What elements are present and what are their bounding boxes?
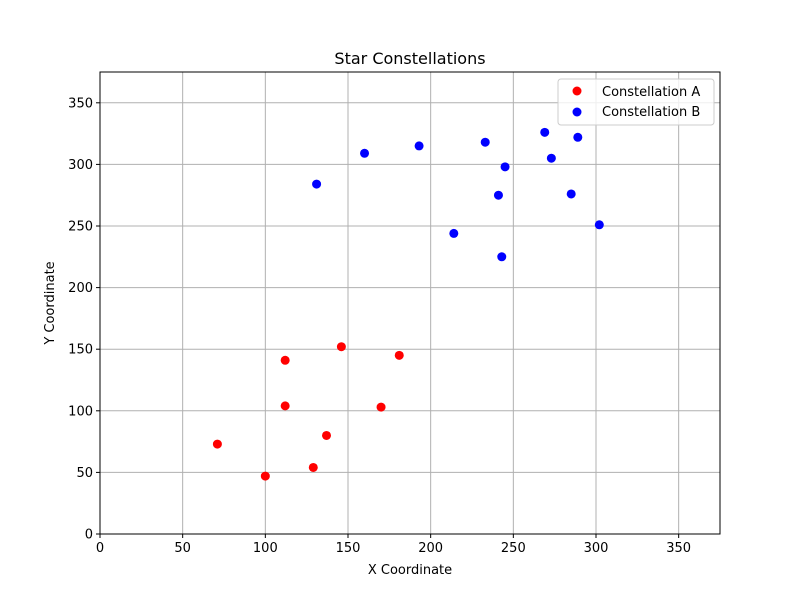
legend-marker-constellation-b [572, 107, 582, 117]
data-point-constellation-b [449, 228, 459, 238]
plot-frame [99, 71, 721, 535]
data-point-constellation-a [376, 402, 386, 412]
data-points [212, 127, 604, 481]
x-axis-label: X Coordinate [368, 563, 452, 578]
x-tick-label: 50 [174, 541, 191, 556]
data-point-constellation-b [566, 189, 576, 199]
data-point-constellation-b [480, 137, 490, 147]
data-point-constellation-a [336, 342, 346, 352]
data-point-constellation-b [414, 141, 424, 151]
data-point-constellation-b [493, 190, 503, 200]
chart-title: Star Constellations [334, 49, 485, 68]
data-point-constellation-b [546, 153, 556, 163]
legend-label-constellation-a: Constellation A [602, 85, 700, 100]
data-point-constellation-a [394, 350, 404, 360]
y-axis-label: Y Coordinate [43, 261, 58, 345]
x-tick-label: 250 [501, 541, 526, 556]
x-tick-label: 0 [96, 541, 104, 556]
x-tick-label: 300 [584, 541, 609, 556]
y-tick-label: 50 [76, 466, 93, 481]
data-point-constellation-b [360, 148, 370, 158]
legend-label-constellation-b: Constellation B [602, 105, 700, 120]
grid-lines [99, 72, 720, 535]
x-tick-label: 100 [253, 541, 278, 556]
y-tick-label: 150 [68, 343, 93, 358]
data-point-constellation-b [497, 252, 507, 262]
legend: Constellation A Constellation B [557, 78, 715, 126]
data-point-constellation-a [308, 462, 318, 472]
y-tick-label: 100 [68, 404, 93, 419]
data-point-constellation-b [500, 162, 510, 172]
y-tick-label: 250 [68, 220, 93, 235]
y-tick-label: 350 [68, 96, 93, 111]
y-tick-label: 0 [85, 528, 93, 543]
data-point-constellation-b [312, 179, 322, 189]
data-point-constellation-a [280, 401, 290, 411]
data-point-constellation-a [322, 430, 332, 440]
y-tick-label: 300 [68, 158, 93, 173]
data-point-constellation-a [260, 471, 270, 481]
x-tick-label: 150 [336, 541, 361, 556]
data-point-constellation-b [573, 132, 583, 142]
x-tick-label: 350 [666, 541, 691, 556]
data-point-constellation-b [594, 220, 604, 230]
y-tick-label: 200 [68, 281, 93, 296]
legend-box [557, 78, 715, 126]
data-point-constellation-b [540, 127, 550, 137]
axis-ticks: 0 50 100 150 200 250 300 350 0 50 100 150 200 250 300 3… [68, 96, 691, 556]
data-point-constellation-a [212, 439, 222, 449]
data-point-constellation-a [280, 355, 290, 365]
x-tick-label: 200 [418, 541, 443, 556]
legend-marker-constellation-a [572, 86, 582, 96]
